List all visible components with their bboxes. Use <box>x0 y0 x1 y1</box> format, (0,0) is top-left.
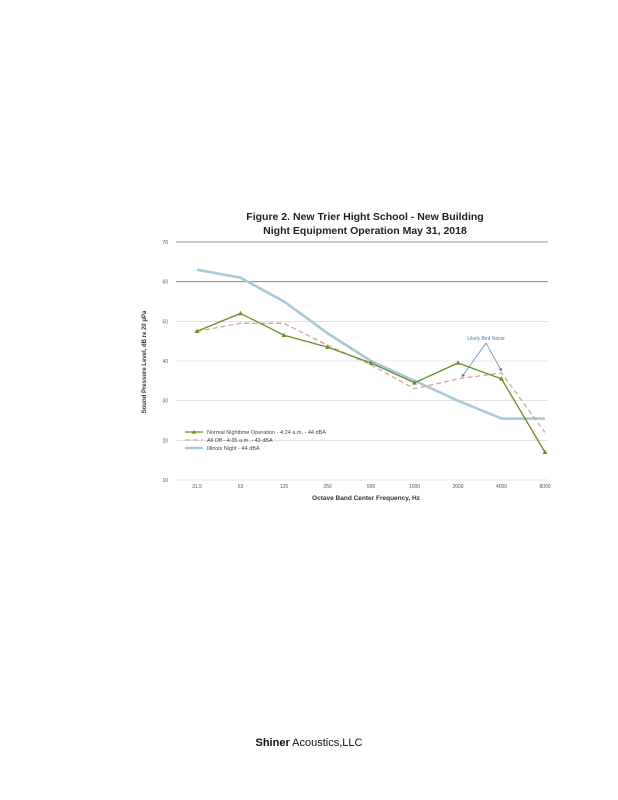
company-name-main: Shiner <box>255 737 290 749</box>
legend: Normal Nighttime Operation - 4:24 a.m. -… <box>185 429 326 452</box>
x-tick-label: 31.5 <box>192 484 202 490</box>
annotation-arrow <box>485 342 502 372</box>
legend-label: Normal Nighttime Operation - 4:24 a.m. -… <box>207 430 326 436</box>
x-tick-label: 250 <box>323 484 332 490</box>
legend-label: Illinois Night - 44 dBA <box>207 446 260 452</box>
company-name-rest: Acoustics,LLC <box>289 737 363 749</box>
x-tick-label: 125 <box>280 484 289 490</box>
y-tick-label: 70 <box>162 240 168 246</box>
legend-marker <box>191 429 197 434</box>
x-tick-label: 1000 <box>409 484 420 490</box>
y-tick-label: 40 <box>162 359 168 365</box>
y-tick-labels: 10 20 30 40 50 60 70 <box>162 240 168 484</box>
annotation-layer: Likely Bird Noise <box>461 336 505 378</box>
annotation-arrow <box>461 342 487 378</box>
chart-title-line-2: Night Equipment Operation May 31, 2018 <box>263 225 467 237</box>
x-tick-labels: 31.5 63 125 250 500 1000 2000 4000 8000 <box>192 484 551 490</box>
series-point <box>325 344 330 349</box>
series-point <box>238 310 243 316</box>
series-point <box>455 360 461 365</box>
y-tick-label: 30 <box>162 399 168 405</box>
grid-lines <box>176 241 548 481</box>
footer-company: Shiner Acoustics,LLC <box>0 737 618 749</box>
series-point <box>412 380 417 385</box>
x-tick-label: 500 <box>367 484 376 490</box>
chart-title-line-1: Figure 2. New Trier Hight School - New B… <box>246 211 484 223</box>
series-point <box>542 449 548 455</box>
series-point <box>499 376 504 381</box>
y-axis-label: Sound Pressure Level, dB re 20 μPa <box>142 310 148 413</box>
y-tick-label: 50 <box>162 319 168 325</box>
annotation-label: Likely Bird Noise <box>467 336 504 342</box>
series-line-2 <box>196 268 545 420</box>
x-tick-label: 2000 <box>452 484 463 490</box>
series-point <box>368 360 374 365</box>
y-tick-label: 20 <box>162 438 168 444</box>
series-point <box>194 328 200 334</box>
chart-title: Figure 2. New Trier Hight School - New B… <box>180 210 550 238</box>
x-tick-label: 8000 <box>539 484 550 490</box>
x-axis-label: Octave Band Center Frequency, Hz <box>312 495 421 502</box>
series-point <box>281 332 287 338</box>
y-tick-label: 10 <box>162 478 168 484</box>
x-tick-label: 4000 <box>496 484 507 490</box>
x-tick-label: 63 <box>238 484 244 490</box>
series-line-1 <box>196 322 546 433</box>
y-tick-label: 60 <box>162 280 168 286</box>
series-lines <box>194 268 548 455</box>
legend-label: All Off - 4:35 a.m. - 43 dBA <box>207 438 273 444</box>
